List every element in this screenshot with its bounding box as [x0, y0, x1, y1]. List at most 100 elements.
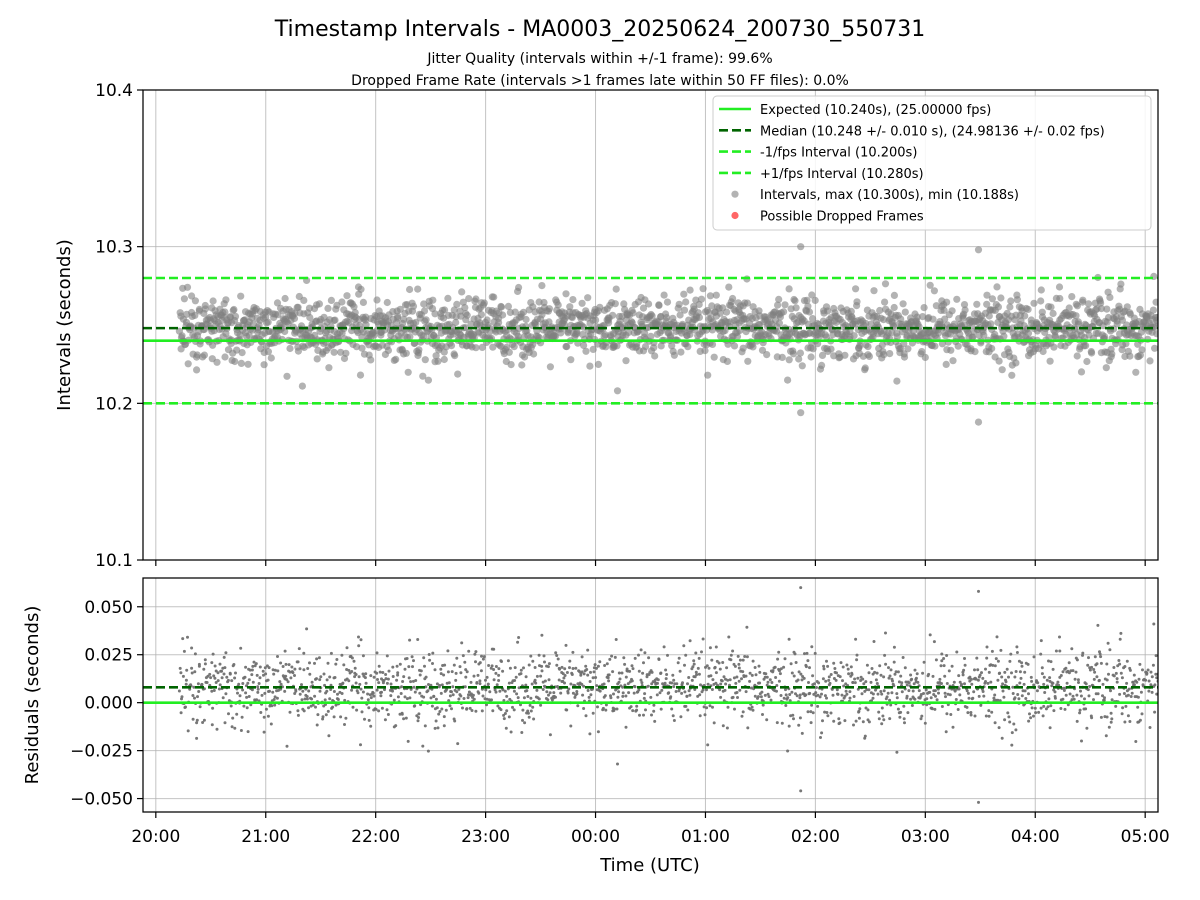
- residuals-data-point: [1032, 714, 1035, 718]
- residuals-data-point: [457, 697, 461, 701]
- residuals-data-point: [246, 681, 250, 685]
- intervals-data-point: [1045, 333, 1053, 342]
- residuals-data-point: [826, 664, 830, 668]
- residuals-data-point: [662, 645, 666, 649]
- residuals-data-point: [1020, 664, 1024, 668]
- intervals-data-point: [677, 348, 685, 356]
- residuals-y-axis-label: Residuals (seconds): [22, 606, 43, 785]
- residuals-data-point: [196, 682, 200, 686]
- residuals-data-point: [726, 678, 730, 682]
- residuals-data-point: [1099, 655, 1103, 659]
- legend-label: Expected (10.240s), (25.00000 fps): [760, 103, 991, 118]
- residuals-data-point: [202, 667, 206, 671]
- intervals-data-point: [841, 351, 849, 359]
- residuals-data-point: [996, 659, 1000, 663]
- residuals-data-point: [355, 708, 359, 712]
- residuals-data-point: [529, 696, 533, 700]
- intervals-data-point: [739, 344, 747, 352]
- residuals-data-point: [1107, 672, 1110, 676]
- residuals-data-point: [899, 710, 903, 714]
- residuals-data-point: [1028, 712, 1031, 716]
- residuals-data-point: [1039, 639, 1043, 643]
- residuals-data-point: [903, 666, 907, 670]
- residuals-data-point: [778, 669, 781, 673]
- intervals-data-point: [394, 312, 402, 320]
- residuals-data-point: [746, 726, 750, 730]
- intervals-data-point: [809, 345, 817, 353]
- residuals-data-point: [244, 665, 248, 669]
- residuals-data-point: [1020, 694, 1024, 698]
- residuals-data-point: [402, 675, 406, 679]
- intervals-data-point: [680, 290, 688, 298]
- residuals-data-point: [1071, 669, 1075, 673]
- residuals-data-point: [191, 717, 195, 721]
- residuals-data-point: [1011, 692, 1015, 695]
- residuals-data-point: [1081, 651, 1085, 655]
- residuals-data-point: [1012, 722, 1016, 726]
- intervals-data-point: [743, 299, 752, 307]
- residuals-data-point: [296, 713, 300, 717]
- residuals-data-point: [308, 661, 311, 665]
- residuals-data-point: [930, 707, 934, 711]
- intervals-data-point: [560, 321, 569, 329]
- residuals-data-point: [442, 715, 446, 719]
- residuals-data-point: [1136, 695, 1140, 699]
- residuals-data-point: [329, 683, 333, 687]
- residuals-data-point: [596, 730, 600, 734]
- residuals-data-point: [540, 664, 544, 668]
- residuals-data-point: [1040, 666, 1044, 670]
- intervals-data-point: [983, 291, 991, 299]
- residuals-data-point: [1003, 670, 1007, 674]
- residuals-data-point: [464, 675, 468, 679]
- residuals-data-point: [830, 687, 834, 691]
- residuals-outlier-point: [616, 762, 619, 766]
- residuals-data-point: [369, 724, 373, 728]
- intervals-data-point: [948, 307, 956, 315]
- residuals-data-point: [887, 666, 890, 670]
- residuals-data-point: [956, 708, 960, 711]
- residuals-data-point: [628, 669, 632, 673]
- residuals-data-point: [607, 673, 611, 677]
- residuals-data-point: [1013, 675, 1017, 679]
- residuals-data-point: [931, 674, 935, 678]
- intervals-data-point: [686, 286, 694, 294]
- residuals-data-point: [802, 676, 806, 680]
- residuals-data-point: [643, 651, 647, 655]
- residuals-data-point: [833, 667, 837, 670]
- residuals-data-point: [506, 659, 510, 663]
- residuals-data-point: [779, 694, 783, 697]
- residuals-data-point: [256, 685, 260, 689]
- intervals-data-point: [538, 282, 546, 290]
- residuals-data-point: [925, 697, 929, 701]
- residuals-data-point: [1103, 696, 1106, 700]
- residuals-data-point: [426, 749, 430, 753]
- residuals-data-point: [672, 685, 676, 689]
- residuals-data-point: [454, 678, 458, 682]
- residuals-data-point: [329, 688, 333, 691]
- residuals-data-point: [822, 664, 826, 668]
- residuals-data-point: [705, 688, 708, 692]
- residuals-data-point: [612, 692, 615, 696]
- residuals-data-point: [516, 640, 520, 644]
- residuals-data-point: [769, 698, 773, 702]
- residuals-data-point: [500, 660, 503, 663]
- residuals-data-point: [806, 710, 810, 714]
- residuals-data-point: [336, 692, 339, 696]
- residuals-data-point: [934, 694, 937, 698]
- intervals-data-point: [1037, 286, 1045, 294]
- intervals-data-point: [237, 359, 245, 367]
- residuals-data-point: [213, 676, 217, 680]
- residuals-data-point: [882, 718, 886, 722]
- residuals-data-point: [334, 662, 338, 666]
- intervals-data-point: [680, 306, 689, 314]
- residuals-data-point: [779, 667, 783, 671]
- residuals-data-point: [447, 681, 451, 685]
- intervals-data-point: [645, 300, 653, 308]
- residuals-data-point: [671, 714, 675, 718]
- residuals-data-point: [1087, 694, 1091, 698]
- residuals-data-point: [1155, 692, 1158, 696]
- residuals-data-point: [1074, 670, 1078, 674]
- residuals-data-point: [618, 677, 622, 681]
- residuals-data-point: [814, 691, 818, 695]
